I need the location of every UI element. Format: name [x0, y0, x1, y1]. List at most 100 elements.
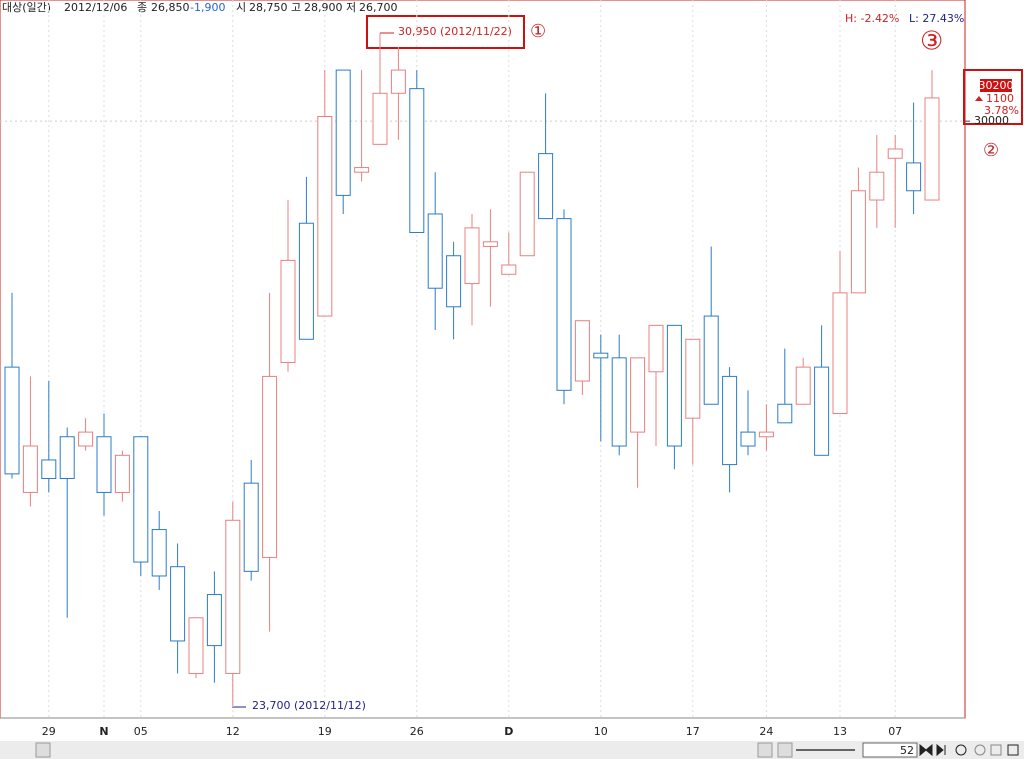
x-tick-label: 17 — [686, 725, 700, 738]
candle-body — [151, 529, 167, 577]
scroll-right[interactable] — [757, 742, 773, 758]
x-tick-label: 13 — [833, 725, 847, 738]
candle-body — [869, 171, 885, 201]
candle-body — [96, 436, 112, 493]
date: 2012/12/06 — [64, 1, 127, 14]
candle-body — [648, 324, 664, 373]
value: 28,750 — [249, 1, 288, 14]
candle-body — [832, 292, 848, 415]
candle-body — [924, 97, 940, 201]
candle-body — [556, 218, 572, 391]
marker: ③ — [920, 27, 943, 57]
candle-body — [538, 153, 554, 220]
last-change: 1100 — [986, 92, 1014, 105]
candle-body — [170, 566, 186, 642]
range-high: H: -2.42% — [845, 12, 899, 25]
x-tick-label: 24 — [759, 725, 773, 738]
candle-body — [740, 431, 756, 447]
close[interactable] — [1007, 744, 1019, 756]
scroll-left[interactable] — [35, 742, 51, 758]
candle-body — [409, 88, 425, 234]
candle-body — [519, 171, 535, 257]
last-price: 30200 — [979, 79, 1014, 92]
last-rate: 3.78% — [984, 104, 1019, 117]
y-tick-label: 30000 — [974, 114, 1009, 127]
candle-body — [317, 115, 333, 317]
label: 시 — [236, 1, 246, 14]
candle-body — [262, 375, 278, 558]
candle-body — [887, 148, 903, 159]
candle-body — [685, 338, 701, 419]
highlight-box — [963, 69, 1023, 125]
x-tick-label: 29 — [42, 725, 56, 738]
candle-body — [4, 366, 20, 475]
low-annotation: 23,700 (2012/11/12) — [252, 699, 366, 712]
grid-toggle[interactable] — [990, 744, 1002, 756]
candle-body — [354, 167, 370, 173]
x-tick-label: 07 — [888, 725, 902, 738]
label: 종 — [137, 1, 147, 14]
candle-body — [814, 366, 830, 456]
candle-body — [427, 213, 443, 289]
x-tick-label: 05 — [134, 725, 148, 738]
candle-body — [630, 357, 646, 433]
zoom-reset[interactable] — [974, 744, 986, 756]
value: -1,900 — [190, 1, 225, 14]
candle-body — [501, 264, 517, 275]
candle-body — [593, 352, 609, 359]
marker: ② — [983, 140, 999, 161]
value: 26,700 — [359, 1, 398, 14]
candle-body — [298, 222, 314, 340]
price-tag — [980, 79, 1012, 92]
candle-body — [280, 259, 296, 363]
candle-body — [78, 431, 94, 447]
candle-body — [722, 375, 738, 466]
highlight-box — [366, 15, 525, 49]
count: 52 — [900, 744, 914, 757]
x-tick-label: 26 — [410, 725, 424, 738]
candle-body — [225, 519, 241, 674]
candle-body — [206, 594, 222, 647]
zoom-in[interactable] — [955, 744, 967, 756]
candle-body — [390, 69, 406, 94]
label: 고 — [291, 1, 301, 14]
candle-body — [133, 436, 149, 563]
nav-buttons[interactable] — [919, 743, 946, 757]
range-low: L: 27.43% — [909, 12, 964, 25]
candle-body — [114, 454, 130, 493]
candle-body — [850, 190, 866, 294]
candle-body — [464, 227, 480, 285]
candle-body — [906, 162, 922, 192]
candle-body — [795, 366, 811, 405]
count-box[interactable] — [862, 742, 918, 758]
candle-body — [666, 324, 682, 447]
candle-body — [22, 445, 38, 493]
candle-body — [777, 403, 793, 424]
x-tick-label: 12 — [226, 725, 240, 738]
candle-body — [59, 436, 75, 480]
value: 26,850 — [151, 1, 190, 14]
candle-body — [703, 315, 719, 405]
up-arrow — [975, 96, 983, 101]
candle-body — [188, 617, 204, 674]
high-annotation: 30,950 (2012/11/22) — [398, 25, 512, 38]
x-tick-label: 19 — [318, 725, 332, 738]
candle-body — [446, 255, 462, 308]
candle-body — [243, 482, 259, 572]
x-tick-label: 10 — [594, 725, 608, 738]
candle-body — [335, 69, 351, 196]
x-tick-label: D — [504, 725, 513, 738]
zoom-out[interactable] — [777, 742, 793, 758]
candle-body — [611, 357, 627, 447]
candle-body — [758, 431, 774, 438]
plot-frame — [0, 0, 966, 719]
marker: ① — [530, 21, 546, 42]
label: 저 — [346, 1, 356, 14]
candle-body — [482, 241, 498, 247]
x-tick-label: N — [99, 725, 108, 738]
candle-body — [372, 92, 388, 145]
value: 28,900 — [304, 1, 343, 14]
symbol: 대상(일간) — [2, 0, 51, 14]
candle-body — [41, 459, 57, 480]
